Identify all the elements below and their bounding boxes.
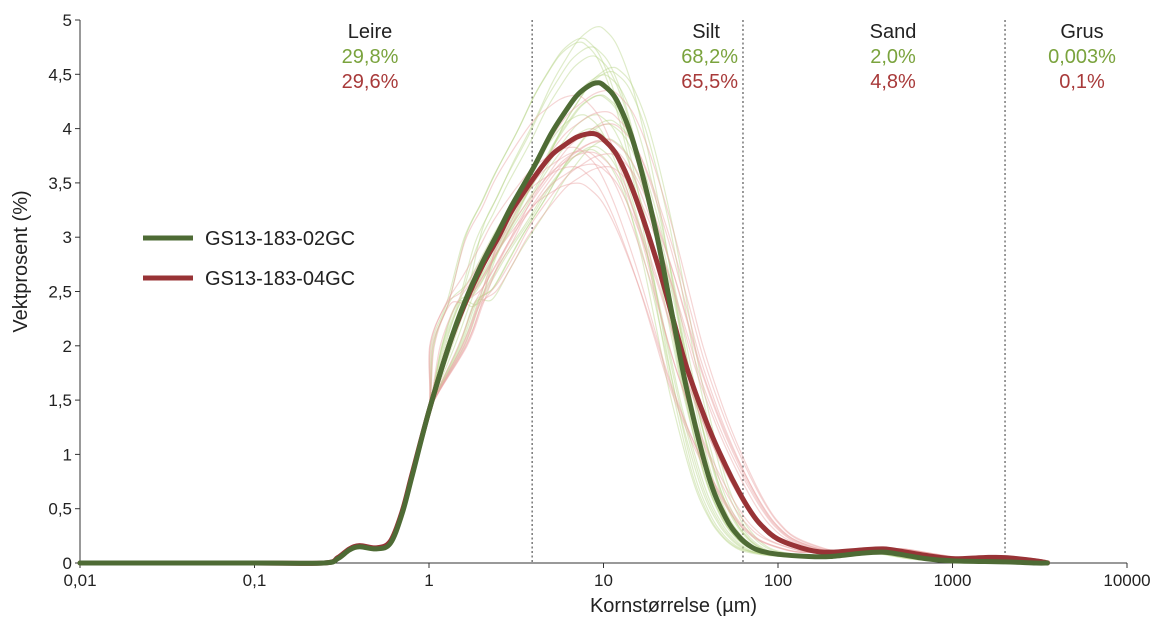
y-tick-label: 3,5 <box>48 174 72 193</box>
individual-curve <box>80 139 1049 563</box>
individual-curve <box>80 152 1047 563</box>
grain-class-red-pct: 0,1% <box>1059 71 1105 93</box>
x-tick-label: 0,1 <box>243 571 267 590</box>
y-tick-label: 3 <box>63 228 72 247</box>
individual-curve <box>80 167 1029 564</box>
axis-ticks: 0,01 0,1 1 10 100 1000 10000 0 0,5 1 1,5 2 2,5 3 3,5 4 4… <box>48 11 1150 590</box>
grain-class-labels: Leire 29,8% 29,6% Silt 68,2% 65,5% Sand 2,0% 4,8… <box>342 21 1116 93</box>
grain-class-name: Grus <box>1060 21 1103 43</box>
grain-class-green-pct: 2,0% <box>870 46 916 68</box>
individual-curve <box>80 38 1031 563</box>
individual-sample-curves <box>80 27 1050 564</box>
grain-class-green-pct: 29,8% <box>342 46 399 68</box>
individual-curve <box>80 27 1047 564</box>
individual-curve <box>80 139 1050 563</box>
grain-class-name: Silt <box>692 21 720 43</box>
individual-curve <box>80 141 1048 563</box>
individual-curve <box>80 120 1050 563</box>
grain-class-green-pct: 0,003% <box>1048 46 1116 68</box>
y-tick-label: 5 <box>63 11 72 30</box>
y-tick-label: 4,5 <box>48 65 72 84</box>
individual-curve <box>80 115 1032 564</box>
x-tick-label: 10000 <box>1103 571 1150 590</box>
individual-curve <box>80 151 1039 564</box>
individual-curve <box>80 164 1047 563</box>
y-tick-label: 4 <box>63 120 72 139</box>
individual-curve <box>80 154 1049 564</box>
legend: GS13-183-02GC GS13-183-04GC <box>143 228 355 290</box>
x-tick-label: 1 <box>424 571 433 590</box>
x-axis-title: Kornstørrelse (µm) <box>590 595 757 617</box>
x-tick-label: 0,01 <box>63 571 96 590</box>
x-tick-label: 1000 <box>934 571 972 590</box>
individual-curve <box>80 167 1049 564</box>
y-tick-label: 0,5 <box>48 500 72 519</box>
grain-class-red-pct: 29,6% <box>342 71 399 93</box>
y-tick-label: 1,5 <box>48 391 72 410</box>
individual-curve <box>80 146 1044 563</box>
legend-label: GS13-183-02GC <box>205 228 355 250</box>
individual-curve <box>80 150 1040 564</box>
individual-curve <box>80 95 1031 563</box>
individual-curve <box>80 147 1028 563</box>
y-tick-label: 2 <box>63 337 72 356</box>
grain-class-red-pct: 4,8% <box>870 71 916 93</box>
series-line <box>80 83 1047 564</box>
y-tick-label: 2,5 <box>48 283 72 302</box>
legend-label: GS13-183-04GC <box>205 268 355 290</box>
grain-class-name: Sand <box>870 21 917 43</box>
series-line <box>80 133 1047 563</box>
grain-class-name: Leire <box>348 21 392 43</box>
y-tick-label: 0 <box>63 554 72 573</box>
y-tick-label: 1 <box>63 445 72 464</box>
individual-curve <box>80 67 1049 563</box>
x-tick-label: 10 <box>594 571 613 590</box>
grain-class-green-pct: 68,2% <box>681 46 738 68</box>
axes <box>80 20 1127 563</box>
class-boundary-lines <box>532 20 1005 563</box>
grain-class-red-pct: 65,5% <box>681 71 738 93</box>
individual-curve <box>80 42 1030 563</box>
x-tick-label: 100 <box>764 571 792 590</box>
mean-series-curves <box>80 83 1047 564</box>
y-axis-title: Vektprosent (%) <box>10 190 32 332</box>
